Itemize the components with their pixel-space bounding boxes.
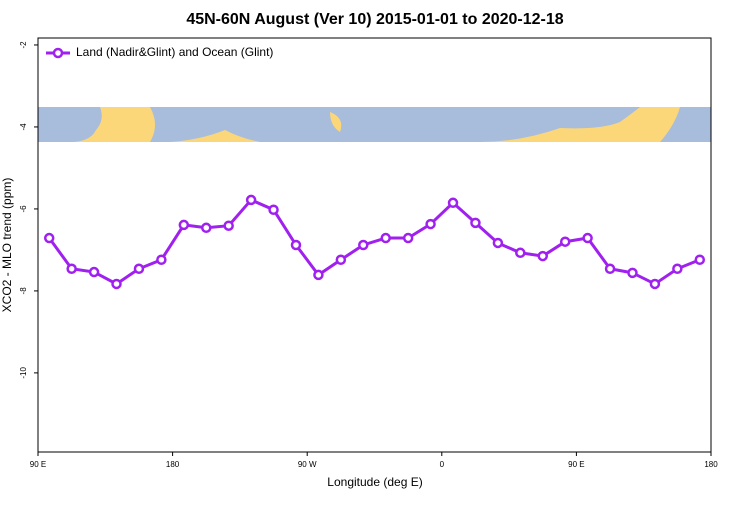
data-point xyxy=(43,232,55,244)
data-point xyxy=(313,269,324,281)
y-tick-label: -8 xyxy=(19,287,28,295)
data-point xyxy=(582,232,593,244)
y-tick-label: -2 xyxy=(19,41,28,49)
data-point xyxy=(66,263,77,275)
data-point xyxy=(402,232,414,244)
x-tick-label: 180 xyxy=(704,460,718,469)
map-band xyxy=(38,107,711,142)
data-point xyxy=(649,278,661,290)
data-point xyxy=(627,267,638,279)
data-point xyxy=(515,247,526,259)
series-line xyxy=(48,198,701,286)
x-tick-label: 180 xyxy=(166,460,180,469)
data-point xyxy=(604,263,616,275)
y-tick-label: -6 xyxy=(19,205,28,213)
y-axis-label: XCO2 - MLO trend (ppm) xyxy=(0,178,14,313)
data-point xyxy=(290,239,302,251)
data-point xyxy=(694,254,706,266)
data-point xyxy=(492,237,504,249)
data-point xyxy=(470,217,481,229)
data-point xyxy=(537,250,548,262)
data-point xyxy=(223,220,234,231)
data-point xyxy=(88,266,100,278)
x-tick-label: 90 E xyxy=(568,460,584,469)
x-axis-label: Longitude (deg E) xyxy=(327,475,422,489)
plot-frame xyxy=(37,37,712,453)
data-point xyxy=(672,263,683,275)
y-tick-label: -10 xyxy=(19,367,28,379)
legend-marker xyxy=(52,47,64,59)
data-point xyxy=(358,239,369,251)
data-point xyxy=(245,194,257,206)
chart-title: 45N-60N August (Ver 10) 2015-01-01 to 20… xyxy=(186,11,563,28)
x-tick-label: 0 xyxy=(440,460,445,469)
data-point xyxy=(178,219,190,231)
data-point xyxy=(201,222,212,234)
legend-label: Land (Nadir&Glint) and Ocean (Glint) xyxy=(76,45,273,59)
x-tick-label: 90 W xyxy=(298,460,317,469)
data-point xyxy=(156,254,167,266)
data-point xyxy=(425,218,436,230)
data-point xyxy=(559,236,571,247)
data-point xyxy=(447,197,459,209)
data-point xyxy=(335,254,347,266)
data-point xyxy=(111,278,122,290)
data-point xyxy=(380,232,391,244)
data-point xyxy=(268,204,279,215)
data-point xyxy=(133,263,145,275)
x-tick-label: 90 E xyxy=(30,460,46,469)
y-tick-label: -4 xyxy=(19,123,28,131)
